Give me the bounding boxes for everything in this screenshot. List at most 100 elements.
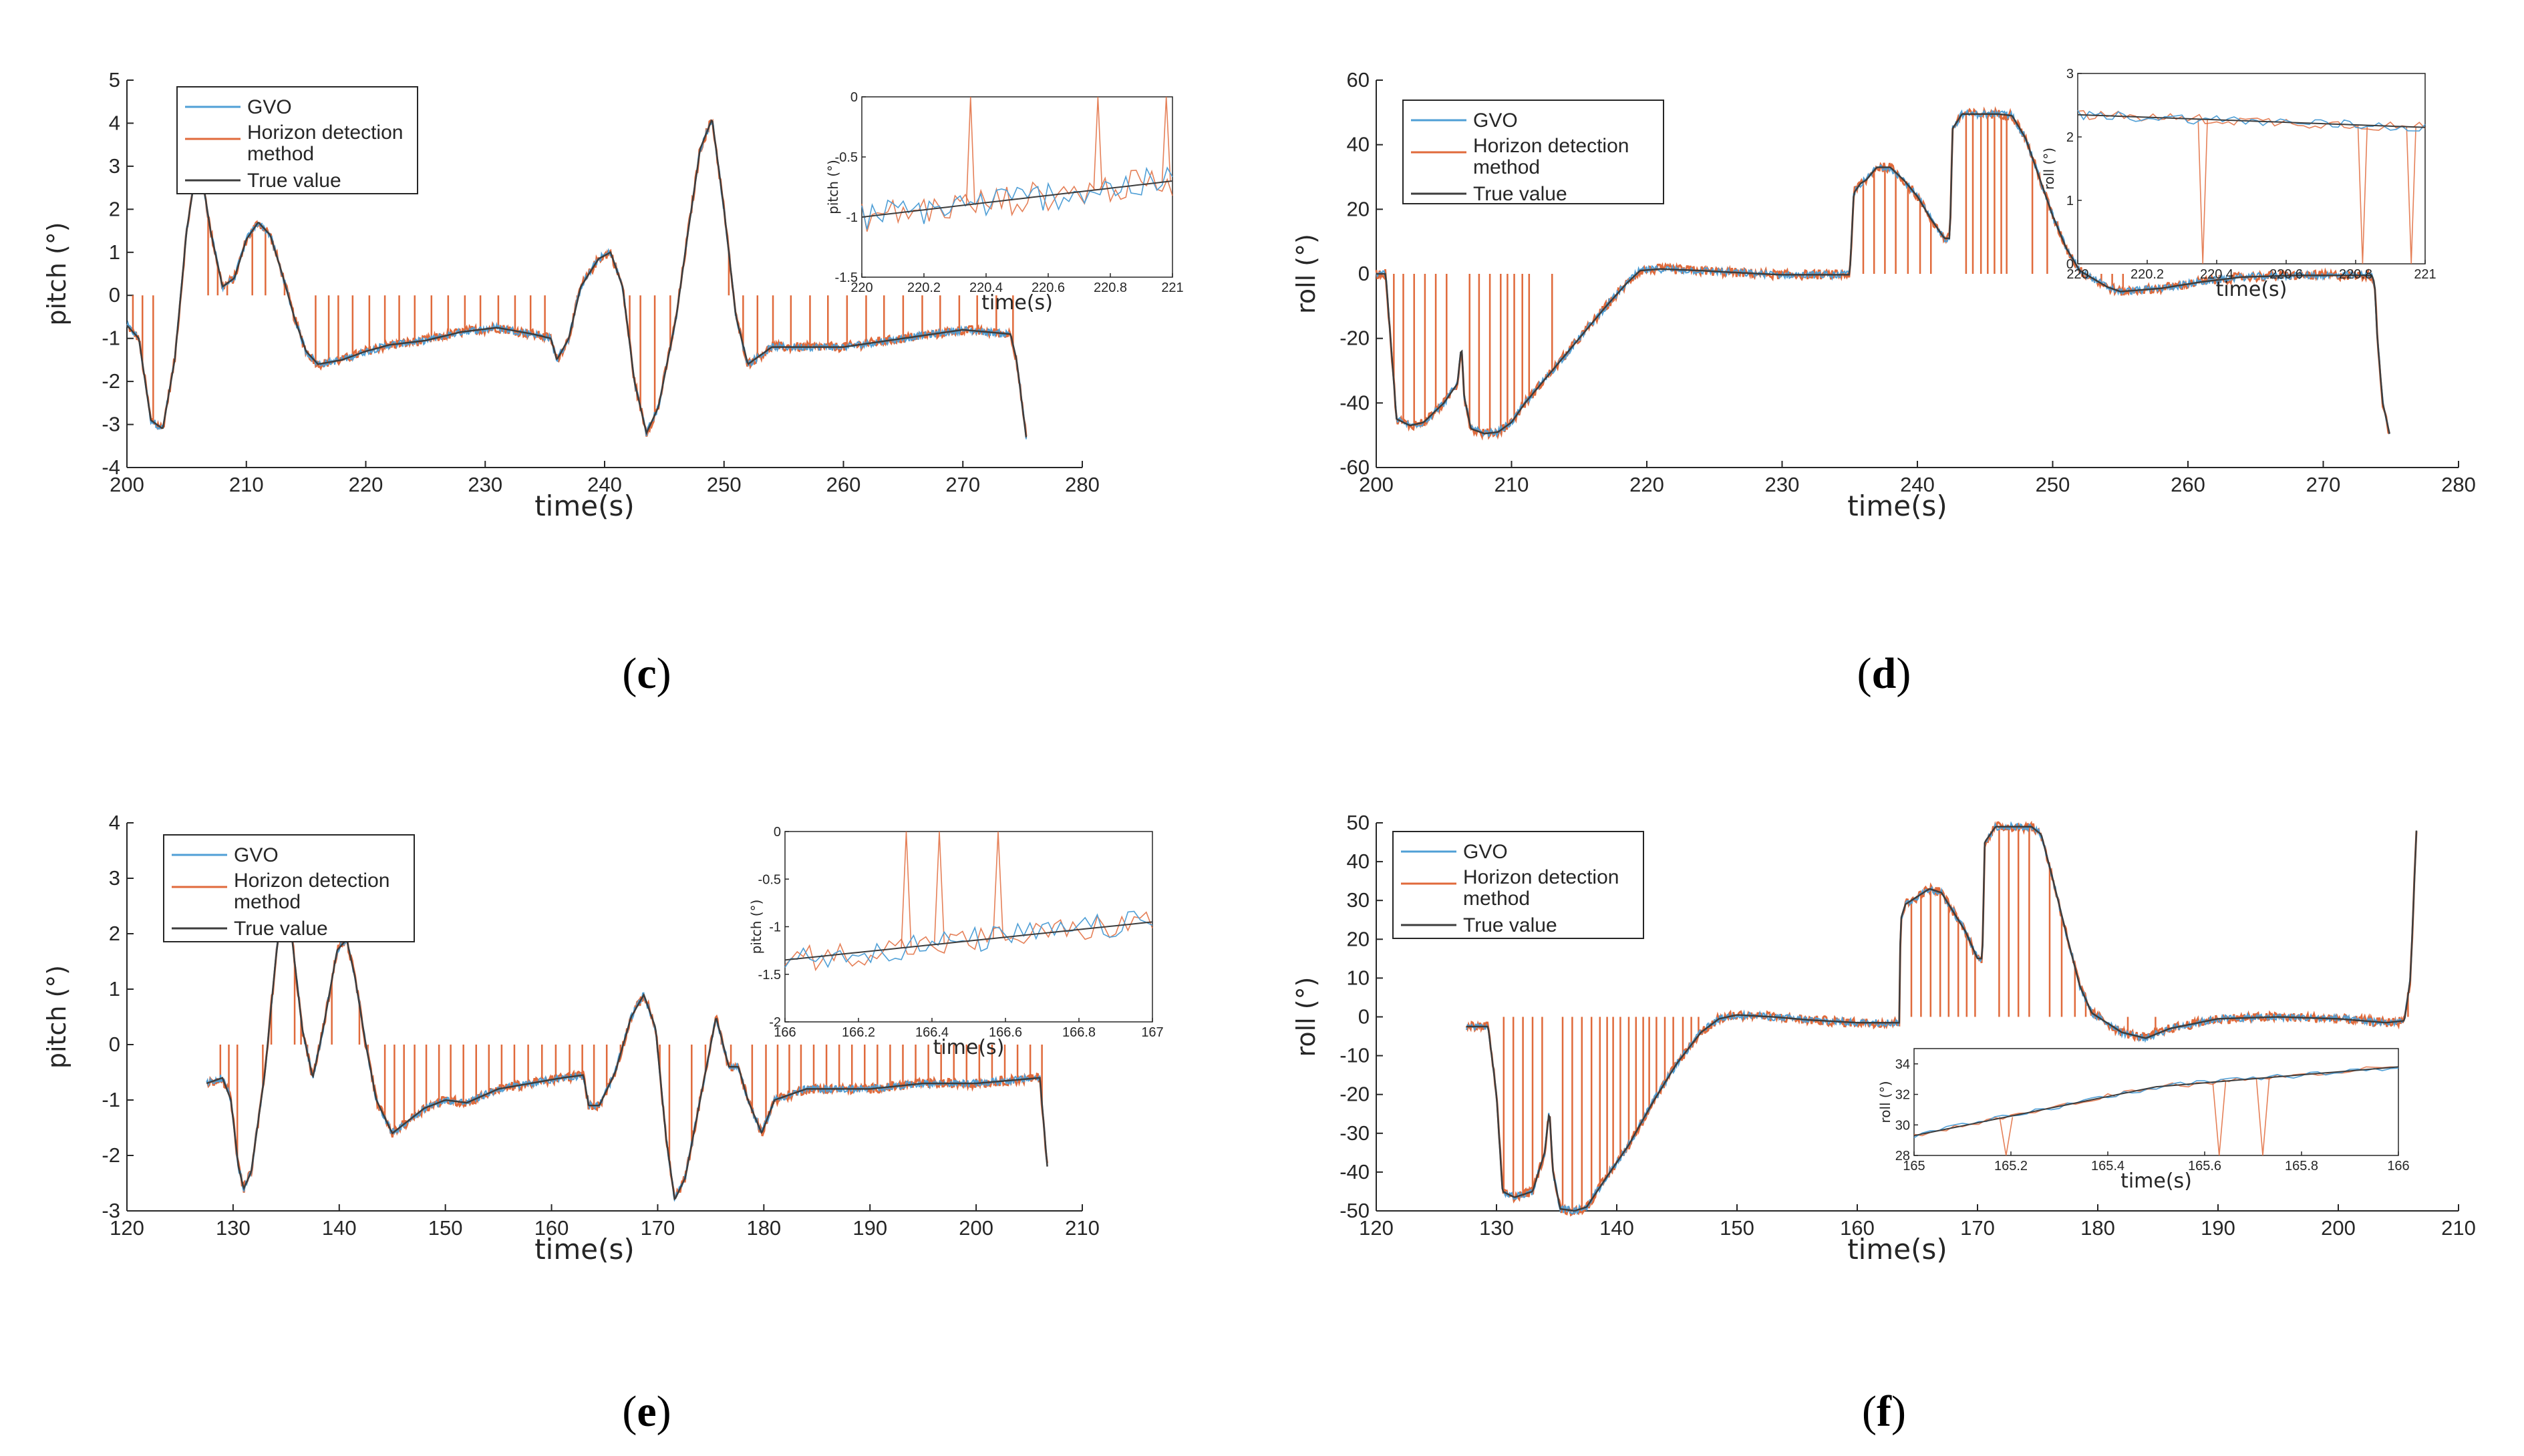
inset-horizon-spike <box>965 96 975 205</box>
inset-x-tick-label: 220 4 <box>2200 267 2233 282</box>
inset-horizon-spike <box>2197 119 2208 264</box>
inset-y-tick-label: 34 <box>1895 1057 1910 1072</box>
legend-label: GVO <box>234 844 279 866</box>
y-axis-title: pitch (°) <box>42 965 71 1069</box>
inset-x-tick-label: 167 <box>1141 1025 1163 1040</box>
x-tick-label: 120 <box>1359 1216 1394 1240</box>
x-tick-label: 210 <box>229 473 264 496</box>
legend-label: method <box>1473 156 1540 178</box>
inset-gvo-line <box>2077 110 2426 132</box>
inset-y-tick-label: 30 <box>1895 1118 1910 1133</box>
legend-label: GVO <box>1463 841 1508 863</box>
inset-y-axis-title: pitch (°) <box>748 900 764 954</box>
legend-label: True value <box>234 918 328 940</box>
chart-c: 200 210 220 230 240 250 260 270 280 -4 -3 -2 -1 0 1 2 3 4… <box>42 68 1184 698</box>
inset-horizon-spike <box>1093 96 1103 190</box>
x-tick-label: 260 <box>826 473 861 496</box>
chart-d: 200 210 220 230 240 250 260 270 280-60-40-200204… <box>1291 67 2476 698</box>
x-tick-label: 250 <box>707 473 742 496</box>
inset-y-tick-label: -2 <box>769 1015 781 1030</box>
x-tick-label: 160 <box>534 1216 569 1240</box>
inset-x-tick-label: 220.2 <box>907 281 941 295</box>
caption-letter: e <box>637 1387 656 1436</box>
inset-frame <box>1913 1048 2399 1156</box>
y-tick-label: 0 <box>1358 1005 1370 1029</box>
y-axis-title: roll (°) <box>1291 977 1321 1057</box>
x-tick-label: 280 <box>2441 473 2476 496</box>
caption-letter: d <box>1872 649 1897 698</box>
x-axis-title: time(s) <box>534 1233 635 1266</box>
y-tick-label: -1 <box>102 1088 120 1111</box>
y-tick-label: 20 <box>1347 197 1370 220</box>
inset-x-tick-label: 220 6 <box>2269 267 2303 282</box>
x-tick-label: 200 <box>110 473 144 496</box>
x-tick-label: 230 <box>468 473 502 496</box>
y-tick-label: -1 <box>102 327 120 350</box>
panel-caption-d: (d) <box>1857 649 1911 698</box>
y-tick-label: 2 <box>109 197 120 220</box>
inset-y-axis-title: pitch (°) <box>825 160 841 214</box>
inset-x-tick-label: 166 <box>2387 1159 2409 1173</box>
y-tick-label: -2 <box>102 1143 120 1167</box>
x-tick-label: 170 <box>641 1216 675 1240</box>
inset-x-tick-label: 165.2 <box>1994 1159 2028 1173</box>
x-tick-label: 150 <box>1720 1216 1754 1240</box>
inset-y-tick-label: -1 <box>769 920 781 935</box>
y-tick-label: -4 <box>102 456 120 479</box>
inset-x-tick-label: 165.8 <box>2285 1159 2318 1173</box>
x-tick-label: 210 <box>1065 1216 1100 1240</box>
inset-x-tick-label: 220.8 <box>1094 281 1127 295</box>
x-tick-label: 210 <box>2441 1216 2476 1240</box>
inset-y-tick-label: -1.5 <box>835 270 858 285</box>
y-tick-label: 3 <box>109 866 120 890</box>
inset-horizon-spike <box>2357 125 2368 264</box>
inset-x-tick-label: 220.2 <box>2131 267 2164 282</box>
y-tick-label: -40 <box>1339 391 1370 414</box>
y-tick-label: 1 <box>109 977 120 1000</box>
caption-paren: ( <box>1857 649 1872 698</box>
caption-paren: ) <box>657 1387 671 1436</box>
inset-true-value-line <box>2077 114 2426 128</box>
y-tick-label: 40 <box>1347 133 1370 156</box>
inset-x-tick-label: 220 <box>850 281 873 295</box>
y-axis-title: roll (°) <box>1291 234 1321 314</box>
x-tick-label: 130 <box>216 1216 251 1240</box>
panel-caption-e: (e) <box>622 1387 671 1436</box>
x-tick-label: 210 <box>1494 473 1529 496</box>
inset-x-tick-label: 220.6 <box>1032 281 1065 295</box>
y-tick-label: -3 <box>102 1199 120 1222</box>
x-tick-label: 160 <box>1840 1216 1875 1240</box>
x-tick-label: 170 <box>1960 1216 1995 1240</box>
inset-x-tick-label: 166.8 <box>1062 1025 1096 1040</box>
legend-label: Horizon detection <box>1463 866 1619 888</box>
true-value-series-line <box>1466 826 2418 1212</box>
inset-x-tick-label: 221 <box>1161 281 1183 295</box>
y-tick-label: 4 <box>109 811 120 834</box>
legend-box <box>176 86 418 194</box>
legend-label: GVO <box>1473 110 1518 132</box>
inset-x-axis-title: time(s) <box>933 1036 1005 1059</box>
caption-paren: ) <box>1891 1387 1906 1436</box>
inset-true-value-line <box>861 180 1173 218</box>
inset-y-tick-label: 1 <box>2066 194 2074 208</box>
y-tick-label: -10 <box>1339 1044 1370 1067</box>
chart-f: 120 130 140 150 160 170 180 190 200 210-50-40-30-… <box>1291 811 2476 1436</box>
caption-letter: c <box>637 649 656 698</box>
inset-y-axis-title: roll (°) <box>2041 148 2057 190</box>
y-tick-label: -3 <box>102 413 120 436</box>
x-tick-label: 250 <box>2036 473 2070 496</box>
y-tick-label: 3 <box>109 154 120 178</box>
y-tick-label: -2 <box>102 369 120 393</box>
inset-y-tick-label: -1 <box>846 210 858 225</box>
caption-paren: ( <box>622 1387 637 1436</box>
x-tick-label: 280 <box>1065 473 1100 496</box>
x-tick-label: 230 <box>1765 473 1800 496</box>
inset-x-tick-label: 165.4 <box>2091 1159 2124 1173</box>
inset-y-tick-label: 0 <box>850 90 858 105</box>
inset-horizon-line <box>784 911 1153 972</box>
inset-horizon-spike <box>2255 1078 2270 1156</box>
y-tick-label: 2 <box>109 922 120 945</box>
true-value-series-line <box>126 119 1028 438</box>
y-axis-title: pitch (°) <box>42 222 71 325</box>
inset-x-axis-title: time(s) <box>981 291 1053 315</box>
